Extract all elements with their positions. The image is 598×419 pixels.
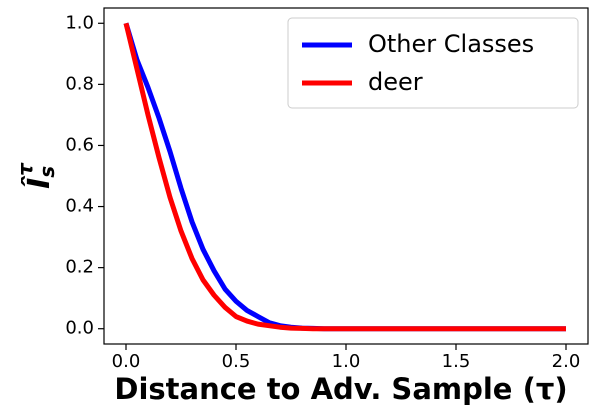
- x-tick-label: 1.0: [332, 351, 361, 372]
- plot-frame: [103, 7, 589, 345]
- y-label-sup: τ: [13, 162, 37, 176]
- x-axis-label: Distance to Adv. Sample (τ): [114, 372, 567, 406]
- y-tick-label: 0.8: [65, 73, 94, 94]
- y-tick-label: 0.6: [65, 134, 94, 155]
- legend-box: [287, 17, 579, 109]
- series-line: [123, 22, 566, 332]
- legend-label: Other Classes: [368, 30, 534, 58]
- y-axis-label: Îsτ: [13, 162, 59, 189]
- y-label-sub: s: [35, 166, 59, 178]
- legend-label: deer: [368, 68, 423, 96]
- x-tick-label: 0.5: [222, 351, 251, 372]
- y-label-base: Î: [21, 175, 57, 189]
- y-tick-label: 1.0: [65, 12, 94, 33]
- y-tick-label: 0.2: [65, 257, 94, 278]
- x-tick-label: 1.5: [442, 351, 471, 372]
- y-tick-label: 0.4: [65, 196, 94, 217]
- y-tick-label: 0.0: [65, 318, 94, 339]
- x-tick-label: 2.0: [552, 351, 581, 372]
- x-tick-label: 0.0: [112, 351, 141, 372]
